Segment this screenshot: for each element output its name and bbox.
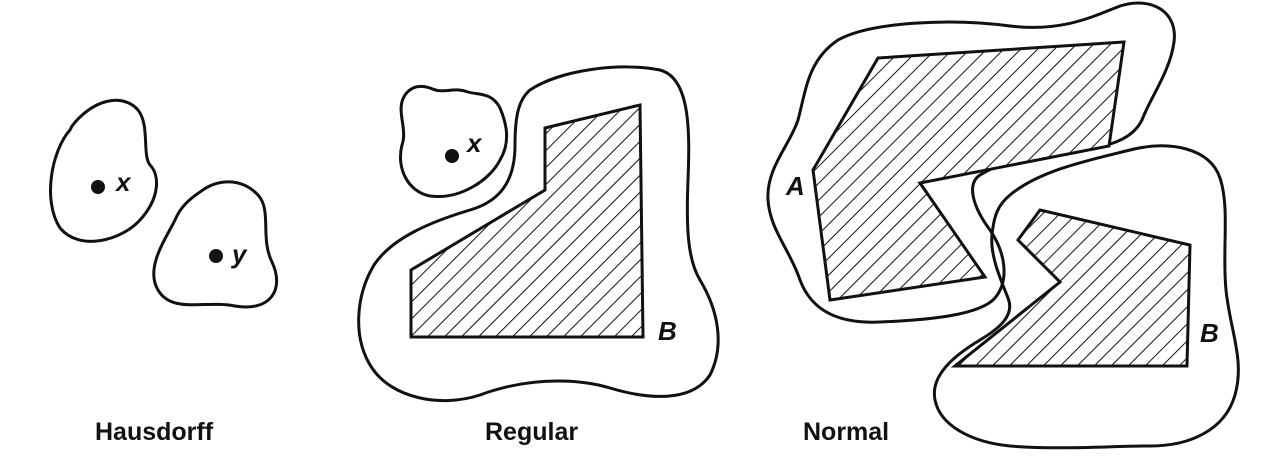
neighborhood-of-set-B	[932, 144, 1240, 450]
neighborhood-of-set-A	[766, 1, 1176, 324]
regular-caption: Regular	[485, 418, 579, 446]
closed-set-A	[811, 40, 1126, 302]
neighborhood-of-x	[399, 84, 509, 199]
set-B-label: B	[658, 316, 677, 346]
neighborhood-of-y	[152, 180, 279, 309]
point-x	[91, 180, 105, 194]
point-x	[445, 149, 459, 163]
hausdorff-caption: Hausdorff	[95, 418, 214, 446]
hausdorff-panel: x y	[49, 98, 279, 309]
neighborhood-of-x	[49, 98, 159, 243]
point-x-label: x	[465, 128, 483, 158]
closed-set-B	[409, 103, 645, 339]
normal-caption: Normal	[803, 418, 890, 446]
closed-set-B	[950, 208, 1192, 368]
neighborhood-of-set-B	[357, 65, 720, 402]
regular-panel: x B	[357, 65, 720, 402]
normal-panel: A B	[766, 1, 1240, 450]
point-x-label: x	[114, 167, 132, 197]
set-A-label: A	[785, 171, 805, 201]
point-y	[209, 249, 223, 263]
point-y-label: y	[230, 239, 248, 269]
set-B-label: B	[1200, 318, 1219, 348]
